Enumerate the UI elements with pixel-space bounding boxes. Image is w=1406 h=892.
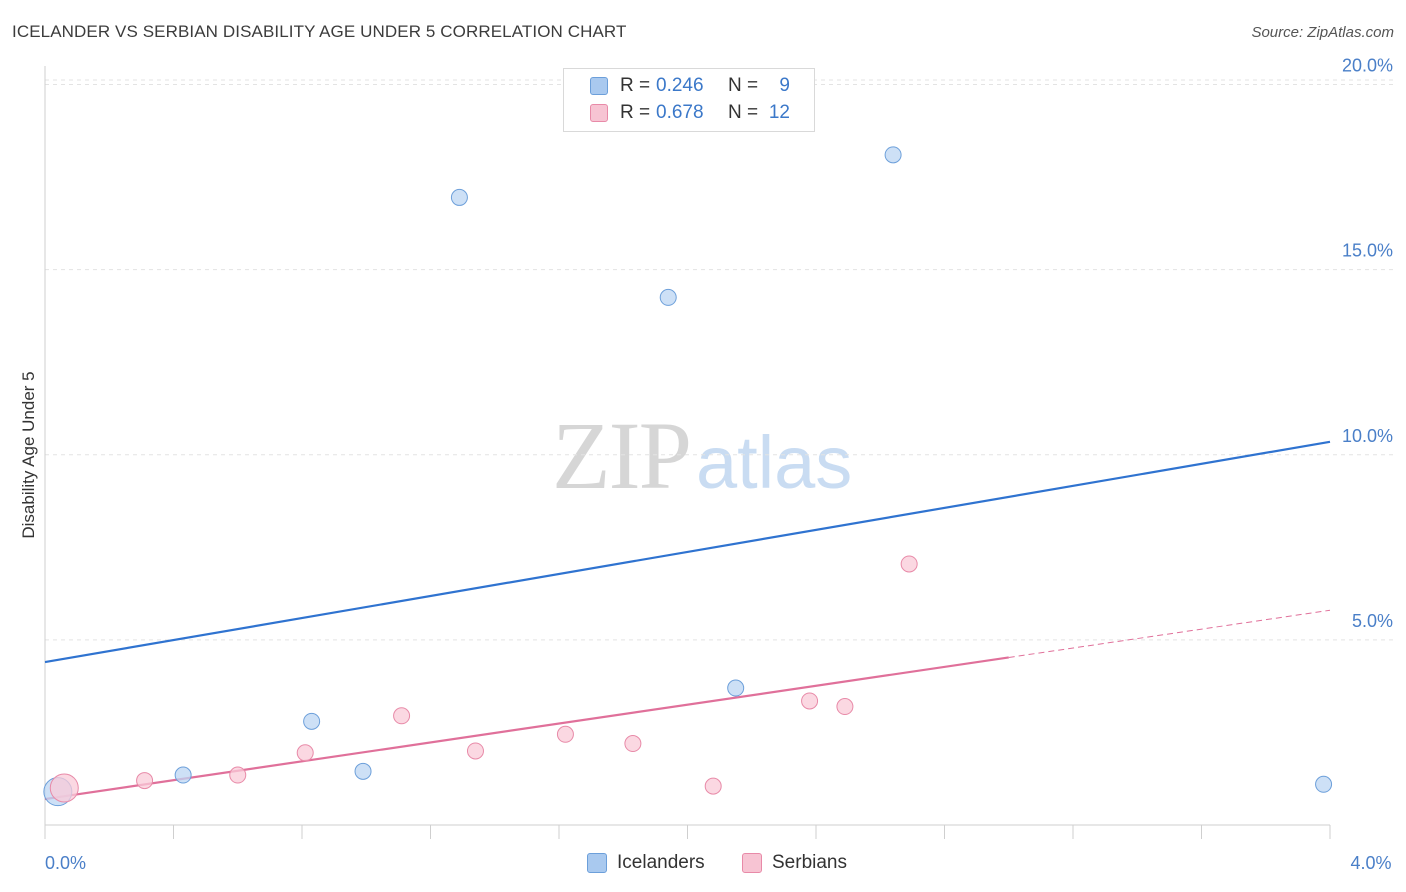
watermark-zip: ZIP (552, 402, 692, 509)
y-axis-label: Disability Age Under 5 (19, 371, 38, 538)
legend-r-value: 0.678 (656, 102, 704, 123)
legend-swatch-icelanders (590, 77, 608, 95)
y-tick-label: 5.0% (1352, 611, 1393, 631)
axes (44, 66, 1331, 839)
watermark-atlas: atlas (696, 421, 853, 504)
watermark: ZIPatlas (552, 400, 852, 511)
point-icelanders (450, 188, 468, 206)
legend-n-label: N = (728, 102, 759, 123)
legend-r-label: R = (620, 75, 651, 96)
point-serbians (393, 707, 411, 725)
legend-row-serbians: R = 0.678 N = 12 (590, 101, 790, 125)
point-icelanders (303, 712, 321, 730)
source-credit: Source: ZipAtlas.com (1251, 24, 1394, 41)
point-serbians (801, 692, 819, 710)
legend-swatch-serbians (590, 104, 608, 122)
legend-n-label: N = (728, 75, 759, 96)
point-icelanders (1315, 775, 1333, 793)
point-icelanders (354, 762, 372, 780)
tick-labels: 0.0% 4.0% 5.0% 10.0% 15.0% 20.0% Disability Ag… (19, 56, 1393, 873)
trend-line-extension-serbians (1008, 609, 1331, 658)
bottom-legend-swatch-serbians (742, 853, 762, 873)
bottom-legend-swatch-icelanders (587, 853, 607, 873)
gridlines (45, 79, 1395, 641)
trend-line-icelanders (44, 440, 1331, 664)
point-serbians (296, 744, 314, 762)
point-serbians (900, 555, 918, 573)
legend-n-value: 12 (768, 102, 790, 123)
point-icelanders (884, 146, 902, 164)
trend-lines (44, 440, 1331, 801)
point-serbians (466, 742, 484, 760)
chart-title: ICELANDER VS SERBIAN DISABILITY AGE UNDE… (12, 22, 627, 41)
trend-line-serbians (44, 656, 1009, 801)
point-serbians (49, 773, 79, 803)
legend-n-value: 9 (779, 75, 790, 96)
y-tick-label: 10.0% (1342, 426, 1393, 446)
data-points (43, 146, 1333, 807)
point-serbians (229, 766, 247, 784)
bottom-legend-label-icelanders: Icelanders (617, 852, 705, 873)
bottom-legend-label-serbians: Serbians (772, 852, 847, 873)
x-tick-label: 0.0% (45, 853, 86, 873)
point-icelanders (174, 766, 192, 784)
point-serbians (836, 698, 854, 716)
point-serbians (136, 772, 154, 790)
point-icelanders (659, 288, 677, 306)
point-icelanders (727, 679, 745, 697)
point-serbians (556, 725, 574, 743)
legend-r-value: 0.246 (656, 75, 704, 96)
correlation-legend: R = 0.246 N = 9 R = 0.678 N = 12 (563, 68, 815, 132)
x-tick-label: 4.0% (1350, 853, 1391, 873)
y-tick-label: 15.0% (1342, 241, 1393, 261)
legend-row-icelanders: R = 0.246 N = 9 (590, 74, 790, 98)
legend-r-label: R = (620, 102, 651, 123)
y-tick-label: 20.0% (1342, 56, 1393, 76)
point-serbians (624, 735, 642, 753)
bottom-legend-serbians: Serbians (742, 852, 847, 874)
point-serbians (704, 777, 722, 795)
bottom-legend-icelanders: Icelanders (587, 852, 705, 874)
